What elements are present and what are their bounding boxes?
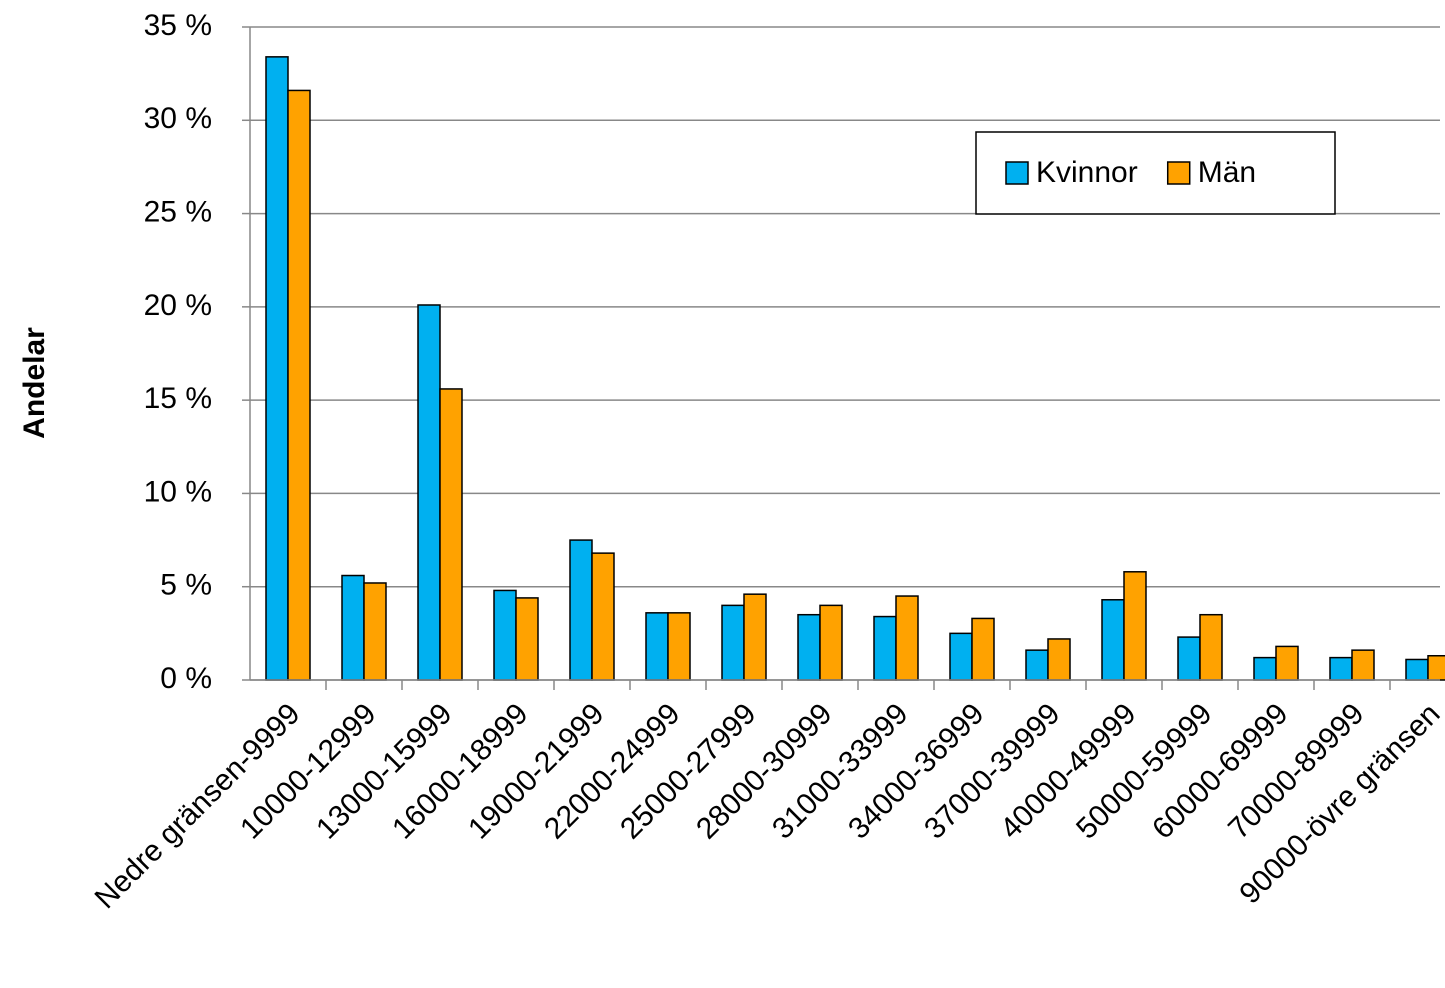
legend-label: Kvinnor — [1036, 156, 1138, 189]
bar — [1123, 571, 1147, 681]
bar — [363, 582, 387, 681]
bar — [591, 552, 615, 681]
bar — [645, 612, 669, 681]
bar — [819, 604, 843, 681]
bar — [1253, 656, 1277, 681]
legend-label: Män — [1198, 156, 1256, 189]
y-tick-label: 20 % — [144, 289, 212, 322]
bar — [743, 593, 767, 681]
legend-box — [975, 131, 1336, 215]
y-tick-label: 30 % — [144, 102, 212, 135]
y-axis-title: Andelar — [18, 327, 51, 439]
bar — [873, 615, 897, 681]
y-tick-label: 35 % — [144, 9, 212, 42]
bar — [341, 574, 365, 681]
bar — [569, 539, 593, 681]
bar — [417, 304, 441, 681]
bar — [439, 388, 463, 681]
bar — [287, 89, 311, 681]
bar — [1177, 636, 1201, 681]
bar — [493, 589, 517, 681]
bar — [1275, 645, 1299, 681]
bar — [1427, 654, 1445, 681]
y-tick-label: 0 % — [160, 662, 212, 695]
legend-swatch — [1005, 161, 1029, 185]
bar — [1101, 599, 1125, 681]
y-tick-label: 15 % — [144, 382, 212, 415]
y-tick-label: 25 % — [144, 195, 212, 228]
bar — [949, 632, 973, 681]
bar — [1199, 613, 1223, 681]
y-tick-label: 10 % — [144, 475, 212, 508]
bar — [895, 595, 919, 681]
bar — [1047, 638, 1071, 681]
bar — [797, 613, 821, 681]
bar — [1405, 658, 1429, 681]
bar — [265, 56, 289, 681]
bar — [721, 604, 745, 681]
legend-swatch — [1166, 161, 1191, 185]
bar — [515, 597, 539, 681]
y-tick-label: 5 % — [160, 569, 212, 602]
bar — [1329, 656, 1353, 681]
bar — [1025, 649, 1049, 681]
bar — [667, 612, 691, 681]
bar — [1351, 649, 1375, 681]
bar — [971, 617, 995, 681]
